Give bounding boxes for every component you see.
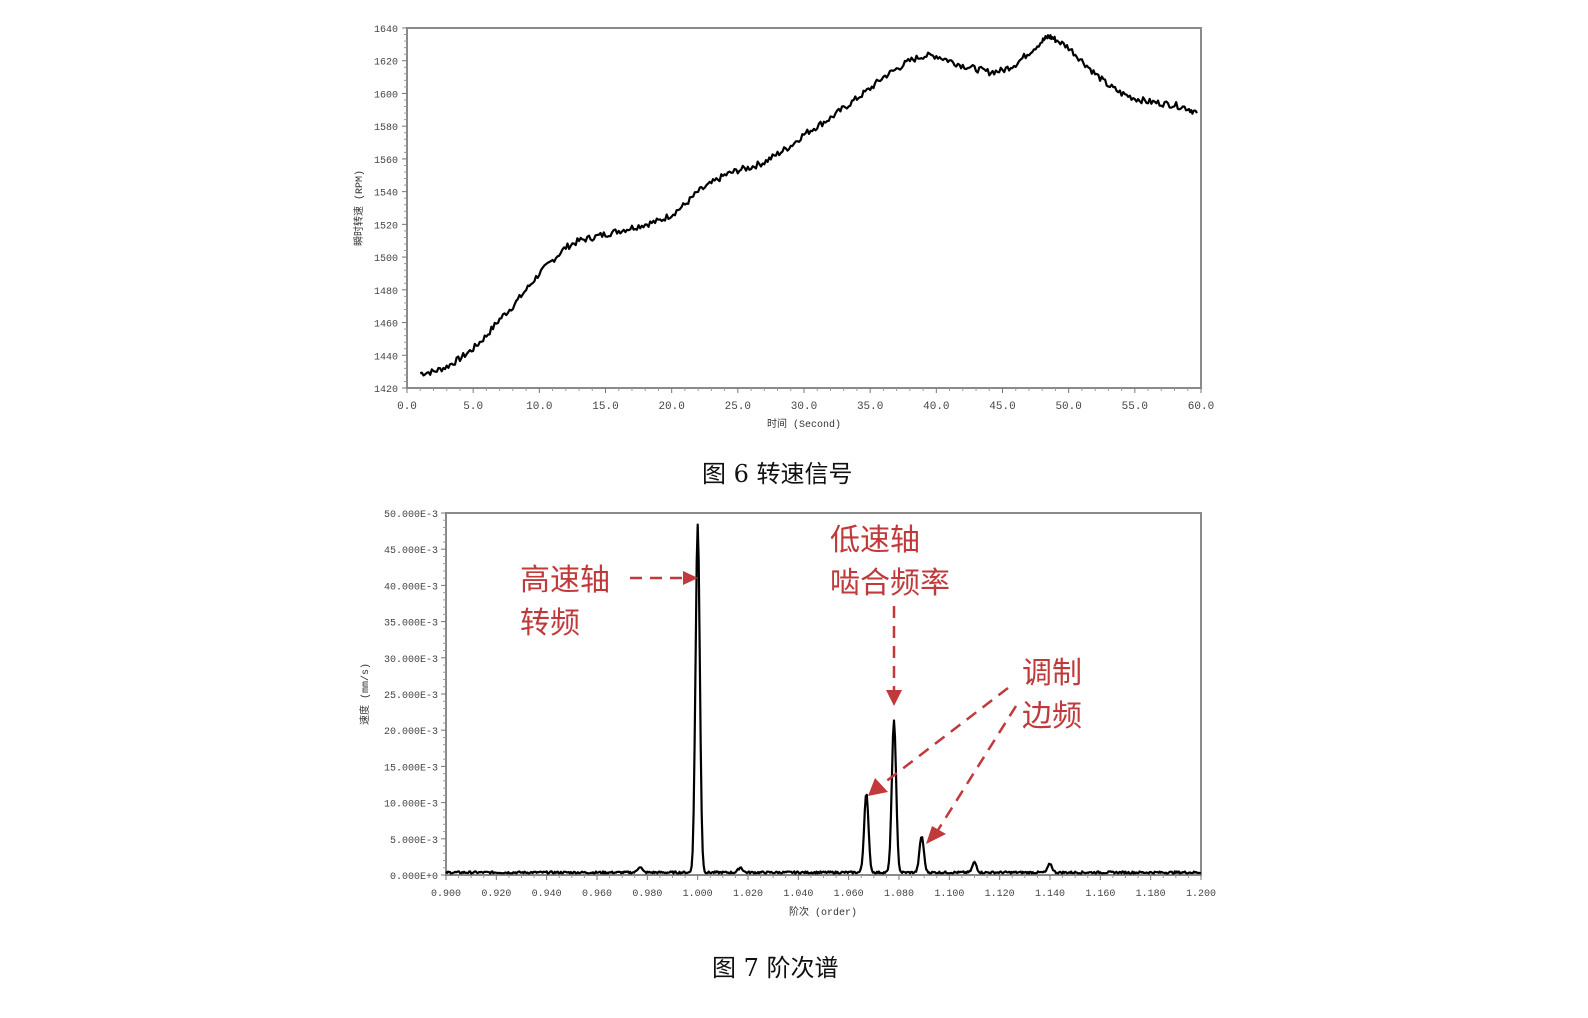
x-tick-label: 1.060 [834,889,864,900]
y-tick-label: 1440 [374,352,398,363]
y-tick-label: 1420 [374,385,398,396]
x-tick-label: 1.100 [934,889,964,900]
x-tick-label: 0.0 [397,401,417,413]
arrow-icon [630,576,1018,831]
x-tick-label: 30.0 [791,401,817,413]
annotation-sidebands: 边频 [1022,699,1082,734]
x-tick-label: 0.940 [532,889,562,900]
y-tick-label: 0.000E+0 [390,872,438,883]
x-tick-label: 15.0 [592,401,618,413]
x-tick-label: 60.0 [1188,401,1214,413]
y-tick-label: 1520 [374,221,398,232]
x-axis: 0.900 0.920 0.940 0.960 0.980 1.000 1.020 1.040… [431,875,1216,900]
x-tick-label: 1.120 [985,889,1015,900]
y-axis: 0.000E+0 5.000E-3 10.000E-3 15.000E-3 20.000… [384,510,446,883]
y-tick-label: 1460 [374,320,398,331]
rpm-chart: 1420 1440 1460 1480 1500 1520 1540 1560 1580 1600… [352,25,1214,431]
x-tick-label: 35.0 [857,401,883,413]
x-tick-label: 20.0 [658,401,684,413]
figure-6-caption: 图 6 转速信号 [702,460,853,488]
x-tick-label: 50.0 [1055,401,1081,413]
x-tick-label: 1.180 [1136,889,1166,900]
annotation-low-speed-shaft: 啮合频率 [830,566,950,601]
y-tick-label: 1600 [374,90,398,101]
x-tick-label: 0.920 [481,889,511,900]
y-tick-label: 1560 [374,156,398,167]
y-tick-label: 35.000E-3 [384,619,438,630]
x-tick-label: 0.960 [582,889,612,900]
x-tick-label: 55.0 [1122,401,1148,413]
x-tick-label: 25.0 [725,401,751,413]
x-tick-label: 0.980 [632,889,662,900]
y-tick-label: 40.000E-3 [384,582,438,593]
x-tick-label: 40.0 [923,401,949,413]
y-tick-label: 5.000E-3 [390,836,438,847]
x-axis-label: 阶次 (order) [789,905,857,919]
x-tick-label: 45.0 [989,401,1015,413]
x-axis: 0.0 5.0 10.0 15.0 20.0 25.0 30.0 35.0 40.0 45.0 50… [397,388,1214,413]
y-tick-label: 1620 [374,58,398,69]
y-tick-label: 15.000E-3 [384,763,438,774]
annotation-low-speed-shaft: 低速轴 [830,523,920,558]
x-tick-label: 1.140 [1035,889,1065,900]
figure-7-caption: 图 7 阶次谱 [712,954,839,982]
x-tick-label: 10.0 [526,401,552,413]
rpm-series-line [419,34,1198,377]
spectrum-series-line [445,523,1202,875]
y-tick-label: 1480 [374,287,398,298]
y-tick-label: 1580 [374,123,398,134]
y-axis-label: 瞬时转速 (RPM) [352,170,366,246]
annotations: 高速轴 转频 低速轴 啮合频率 调制 边频 [520,523,1082,844]
y-tick-label: 1540 [374,189,398,200]
plot-area [406,27,1202,389]
y-tick-label: 20.000E-3 [384,727,438,738]
y-tick-label: 50.000E-3 [384,510,438,521]
y-axis-label: 速度 (mm/s) [358,663,372,725]
x-tick-label: 5.0 [463,401,483,413]
order-spectrum-chart: 0.000E+0 5.000E-3 10.000E-3 15.000E-3 20.000… [358,510,1216,919]
y-axis: 1420 1440 1460 1480 1500 1520 1540 1560 1580 1600… [374,25,407,396]
x-tick-label: 1.200 [1186,889,1216,900]
y-tick-label: 45.000E-3 [384,546,438,557]
annotation-high-speed-shaft: 高速轴 [520,563,610,598]
y-tick-label: 30.000E-3 [384,655,438,666]
y-tick-label: 10.000E-3 [384,800,438,811]
x-tick-label: 0.900 [431,889,461,900]
x-tick-label: 1.080 [884,889,914,900]
plot-area [445,512,1202,876]
y-tick-label: 1500 [374,254,398,265]
x-tick-label: 1.020 [733,889,763,900]
x-axis-label: 时间 (Second) [767,417,841,431]
x-tick-label: 1.040 [783,889,813,900]
annotation-sidebands: 调制 [1022,656,1082,691]
annotation-high-speed-shaft: 转频 [520,606,580,641]
x-tick-label: 1.160 [1085,889,1115,900]
y-tick-label: 1640 [374,25,398,36]
x-tick-label: 1.000 [683,889,713,900]
y-tick-label: 25.000E-3 [384,691,438,702]
arrow-head-icon [683,571,946,844]
